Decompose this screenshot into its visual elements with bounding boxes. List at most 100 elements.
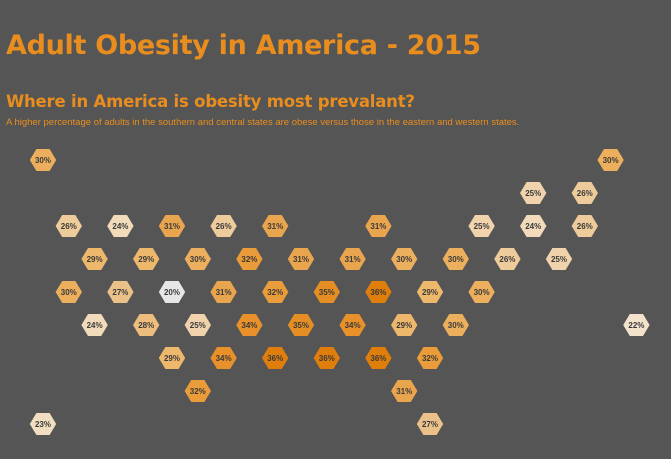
hex-shape [81,314,108,336]
hex-cell: 30% [55,281,82,303]
hex-shape [365,281,392,303]
hex-shape [339,314,366,336]
hex-value-label: 34% [241,321,257,330]
hex-value-label: 26% [61,222,77,231]
hex-value-label: 29% [87,255,103,264]
hex-cell: 36% [365,281,392,303]
hex-shape [184,314,211,336]
hex-shape [236,314,263,336]
hex-value-label: 35% [293,321,309,330]
hex-shape [107,281,134,303]
hex-cell: 27% [416,413,444,435]
hex-shape [365,215,392,237]
hex-cell: 36% [313,347,340,369]
hex-value-label: 25% [190,321,206,330]
hex-cell: 34% [236,314,263,336]
hex-shape [520,215,547,237]
hex-cell: 30% [597,149,624,171]
hex-cell: 25% [468,215,495,237]
hex-cell: 30% [184,248,211,270]
chart-subtitle: Where in America is obesity most prevala… [6,92,415,111]
hex-cell: 31% [262,215,289,237]
hex-cell: 30% [468,281,495,303]
hex-value-label: 31% [293,255,309,264]
hex-cell: 30% [442,314,469,336]
hex-cell: 31% [339,248,366,270]
hex-cell: 34% [339,314,366,336]
hex-cell: 24% [107,215,134,237]
hex-shape [262,215,289,237]
hex-value-label: 32% [267,288,283,297]
hex-value-label: 30% [603,156,619,165]
hex-cell: 29% [133,248,160,270]
hex-cell: 22% [623,314,650,336]
hex-cell: 30% [391,248,418,270]
hex-value-label: 34% [216,354,232,363]
hex-shape [287,248,315,270]
hex-cell: 30% [29,149,57,171]
hex-value-label: 36% [319,354,335,363]
hex-shape [520,182,547,204]
hex-cell: 36% [365,347,392,369]
hex-shape [262,281,289,303]
hex-shape [210,347,237,369]
hex-value-label: 30% [61,288,77,297]
hex-value-label: 20% [164,288,180,297]
hex-value-label: 30% [448,255,464,264]
hex-shape [55,281,82,303]
hex-cell: 24% [81,314,108,336]
hex-cell: 24% [520,215,547,237]
hex-value-label: 29% [396,321,412,330]
hex-value-label: 35% [319,288,335,297]
hex-shape [184,380,211,402]
hex-value-label: 32% [422,354,438,363]
hex-cell: 32% [416,347,444,369]
hex-shape [391,248,418,270]
hex-shape [442,314,469,336]
hex-shape [236,248,263,270]
hex-cell: 26% [210,215,237,237]
hex-value-label: 25% [551,255,567,264]
hex-value-label: 24% [525,222,541,231]
hex-shape [29,413,57,435]
hex-shape [623,314,650,336]
hex-shape [158,347,186,369]
hex-value-label: 28% [138,321,154,330]
hex-value-label: 24% [87,321,103,330]
hex-shape [133,248,160,270]
hex-cell: 23% [29,413,57,435]
hex-cell: 26% [571,182,598,204]
hex-value-label: 22% [628,321,644,330]
hex-shape [158,215,186,237]
hex-value-label: 26% [577,189,593,198]
hex-value-label: 27% [112,288,128,297]
hex-value-label: 26% [577,222,593,231]
hex-shape [416,347,444,369]
hex-cell: 31% [365,215,392,237]
hex-cell: 32% [184,380,211,402]
hex-value-label: 30% [396,255,412,264]
hex-value-label: 29% [138,255,154,264]
hex-cell: 34% [210,347,237,369]
hex-shape [287,314,315,336]
hex-shape [29,149,57,171]
hex-shape [81,248,108,270]
hex-value-label: 30% [448,321,464,330]
hex-shape [571,182,598,204]
hex-cell: 25% [520,182,547,204]
hex-cell: 35% [287,314,315,336]
hex-cell: 31% [158,215,186,237]
hex-shape [158,281,186,303]
hex-shape [339,248,366,270]
chart-description: A higher percentage of adults in the sou… [6,117,520,128]
hex-shape [494,248,521,270]
hex-value-label: 31% [164,222,180,231]
hex-shape [391,380,418,402]
hex-value-label: 25% [525,189,541,198]
hex-shape [416,281,444,303]
hex-value-label: 36% [370,288,386,297]
hex-cell: 29% [158,347,186,369]
hex-cell: 29% [81,248,108,270]
hex-cell: 31% [210,281,237,303]
